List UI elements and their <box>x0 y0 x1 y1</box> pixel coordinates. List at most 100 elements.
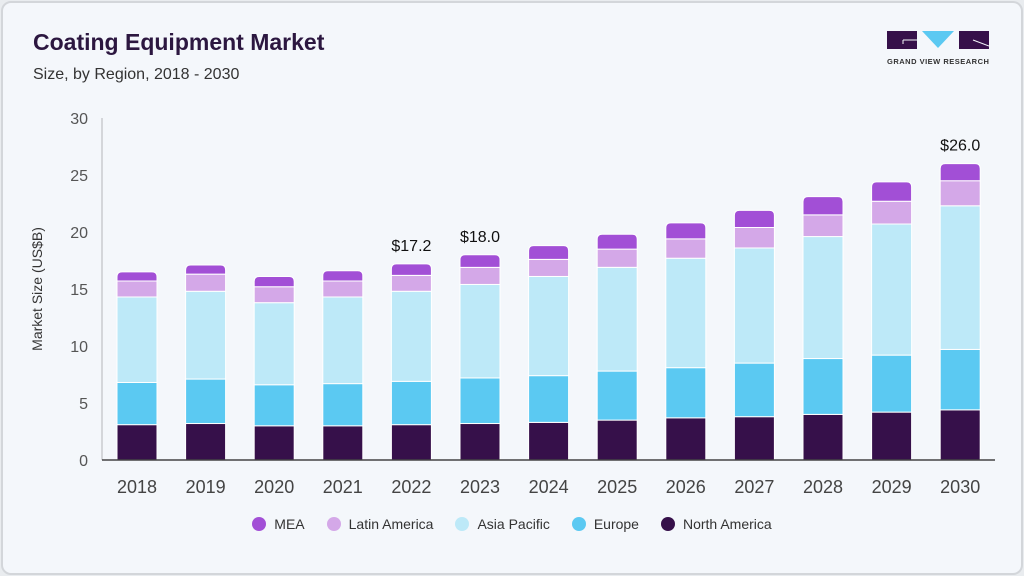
bar-segment-mea <box>116 271 158 282</box>
y-tick-label: 0 <box>79 453 88 470</box>
bar-segment-europe <box>939 348 981 411</box>
bar-segment-north-america <box>253 425 295 461</box>
bar-segment-europe <box>528 375 570 423</box>
bar-segment-asia-pacific <box>596 266 638 372</box>
bar-segment-europe <box>459 377 501 425</box>
legend-item-asia-pacific: Asia Pacific <box>455 516 550 532</box>
legend-swatch-icon <box>455 517 470 531</box>
bar-segment-latin-america <box>528 258 570 277</box>
legend-label: Europe <box>593 516 639 532</box>
bar-segment-asia-pacific <box>116 296 158 383</box>
data-label: $26.0 <box>940 138 980 155</box>
bar-segment-north-america <box>665 417 707 461</box>
bar-segment-north-america <box>871 411 913 461</box>
bar-segment-asia-pacific <box>322 296 364 385</box>
bar-segment-north-america <box>528 421 570 461</box>
bar-segment-asia-pacific <box>939 205 981 350</box>
bar-segment-mea <box>802 196 844 216</box>
bar-segment-latin-america <box>802 214 844 238</box>
bar-segment-north-america <box>185 423 227 461</box>
x-tick-label: 2030 <box>940 477 980 497</box>
legend-label: Latin America <box>348 516 434 532</box>
bar-segment-mea <box>459 254 501 268</box>
bar-segment-europe <box>390 380 432 426</box>
bar-segment-mea <box>665 222 707 240</box>
grand-view-research-logo: GRAND VIEW RESEARCH <box>887 31 990 66</box>
bar-segment-latin-america <box>459 266 501 285</box>
y-tick-label: 25 <box>70 168 88 185</box>
logo-mark-icon <box>887 31 990 49</box>
bar-segment-mea <box>871 181 913 202</box>
bar-segment-europe <box>596 370 638 421</box>
bar-segment-mea <box>528 245 570 260</box>
bar-segment-asia-pacific <box>390 290 432 382</box>
bar-segment-north-america <box>596 419 638 461</box>
y-tick-label: 30 <box>70 111 88 128</box>
bar-segment-latin-america <box>596 248 638 268</box>
bar-segment-latin-america <box>322 280 364 298</box>
bar-segment-mea <box>939 163 981 182</box>
legend-item-latin-america: Latin America <box>326 516 434 532</box>
bar-segment-europe <box>802 358 844 415</box>
x-tick-label: 2027 <box>734 477 774 497</box>
legend-label: North America <box>682 516 772 532</box>
bar-segment-asia-pacific <box>871 223 913 356</box>
bar-segment-europe <box>185 378 227 425</box>
bar-segment-mea <box>596 233 638 250</box>
bar-segment-europe <box>253 384 295 427</box>
bar-segment-asia-pacific <box>802 236 844 360</box>
x-tick-label: 2025 <box>597 477 637 497</box>
x-tick-label: 2018 <box>117 477 157 497</box>
chart-title: Coating Equipment Market <box>33 29 325 55</box>
bar-segment-asia-pacific <box>459 283 501 379</box>
bar-segment-mea <box>733 209 775 228</box>
x-tick-label: 2024 <box>529 477 569 497</box>
bar-segment-asia-pacific <box>528 275 570 377</box>
legend-swatch-icon <box>571 517 586 531</box>
legend-item-mea: MEA <box>252 516 305 532</box>
x-tick-label: 2019 <box>186 477 226 497</box>
x-tick-label: 2020 <box>254 477 294 497</box>
legend-swatch-icon <box>326 517 341 531</box>
bar-segment-latin-america <box>185 273 227 292</box>
x-tick-label: 2026 <box>666 477 706 497</box>
bar-segment-europe <box>871 354 913 413</box>
bar-segment-north-america <box>939 409 981 461</box>
legend: MEA Latin America Asia Pacific Europe North … <box>0 516 1024 532</box>
bar-segment-north-america <box>459 423 501 461</box>
bar-segment-mea <box>322 270 364 282</box>
bar-segment-north-america <box>322 425 364 461</box>
y-tick-label: 5 <box>79 396 88 413</box>
legend-item-north-america: North America <box>660 516 772 532</box>
bar-segment-mea <box>253 275 295 288</box>
bar-segment-north-america <box>802 413 844 461</box>
y-tick-label: 20 <box>70 225 88 242</box>
y-tick-label: 15 <box>70 282 88 299</box>
logo-text: GRAND VIEW RESEARCH <box>887 57 990 66</box>
x-tick-label: 2021 <box>323 477 363 497</box>
bar-segment-asia-pacific <box>185 290 227 380</box>
legend-label: MEA <box>274 516 305 532</box>
bar-segment-europe <box>322 383 364 427</box>
x-tick-label: 2028 <box>803 477 843 497</box>
y-tick-label: 10 <box>70 339 88 356</box>
bar-segment-latin-america <box>253 286 295 304</box>
legend-label: Asia Pacific <box>477 516 550 532</box>
bar-segment-mea <box>185 264 227 275</box>
bar-segment-europe <box>733 362 775 418</box>
bar-segment-latin-america <box>939 180 981 207</box>
x-tick-label: 2023 <box>460 477 500 497</box>
data-label: $18.0 <box>460 229 500 246</box>
bar-segment-europe <box>665 367 707 419</box>
bar-segment-asia-pacific <box>733 247 775 364</box>
data-label: $17.2 <box>391 238 431 255</box>
bar-segment-latin-america <box>116 280 158 298</box>
bar-segment-latin-america <box>665 238 707 259</box>
bar-segment-asia-pacific <box>665 257 707 369</box>
bar-segment-latin-america <box>733 226 775 249</box>
legend-swatch-icon <box>252 517 267 531</box>
legend-swatch-icon <box>660 517 675 531</box>
bar-segment-north-america <box>390 424 432 461</box>
